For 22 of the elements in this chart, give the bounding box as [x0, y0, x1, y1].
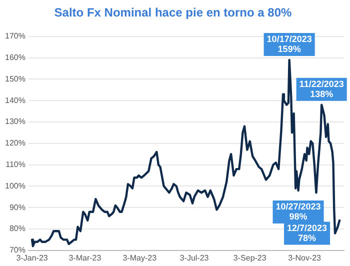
x-tick-label: 3-Mar-23	[68, 253, 102, 262]
y-tick-label: 110%	[6, 160, 26, 170]
x-tick-label: 3-Nov-23	[288, 253, 322, 262]
y-tick-label: 140%	[4, 96, 26, 105]
y-tick-label: 80%	[9, 224, 26, 234]
x-tick-label: 3-Jan-23	[16, 253, 48, 262]
annotation: 11/22/2023 138%	[299, 78, 344, 99]
chart-title: Salto Fx Nominal hace pie en torno a 80%	[54, 6, 292, 20]
x-tick-label: 3-May-23	[122, 253, 158, 262]
y-tick-label: 70%	[9, 246, 26, 255]
y-tick-label: 170%	[4, 32, 26, 41]
annotation: 10/27/2023 98%	[276, 201, 321, 222]
y-tick-label: 130%	[4, 117, 26, 126]
y-tick-label: 120%	[4, 138, 26, 148]
annotation: 10/17/2023 159%	[266, 34, 312, 54]
y-tick-label: 90%	[9, 202, 26, 212]
annotation: 12/7/2023 78%	[286, 222, 328, 243]
y-tick-label: 150%	[4, 74, 26, 84]
x-tick-label: 3-Jul-23	[180, 253, 210, 262]
y-tick-label: 160%	[4, 53, 26, 62]
x-tick-label: 3-Sep-23	[233, 253, 267, 262]
y-tick-label: 100%	[4, 181, 26, 190]
